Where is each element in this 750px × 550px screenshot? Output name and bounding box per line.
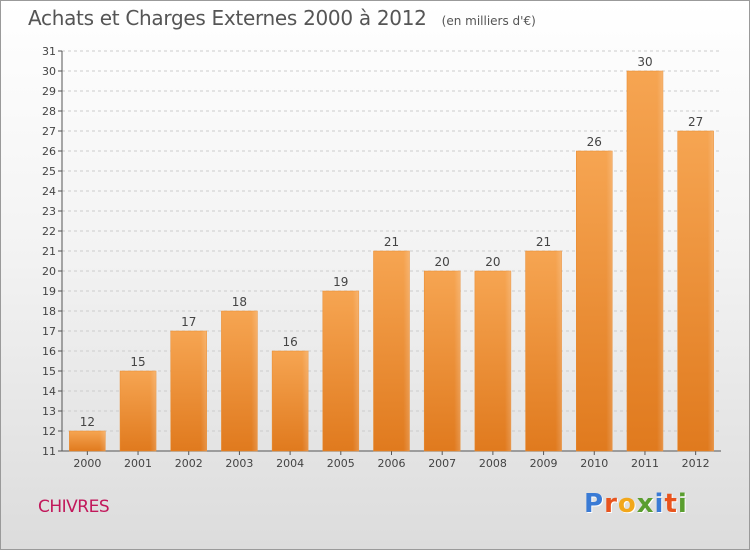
y-tick-label: 17 xyxy=(42,325,56,338)
bar-highlight xyxy=(403,251,410,451)
y-tick-label: 30 xyxy=(42,65,56,78)
bar-highlight xyxy=(454,271,461,451)
data-label: 21 xyxy=(536,235,551,249)
x-tick-label: 2005 xyxy=(327,457,355,470)
x-tick-label: 2008 xyxy=(479,457,507,470)
chart-header: Achats et Charges Externes 2000 à 2012 (… xyxy=(28,6,536,30)
data-label: 15 xyxy=(130,355,145,369)
chart-subtitle: (en milliers d'€) xyxy=(441,14,536,28)
y-tick-label: 14 xyxy=(42,385,56,398)
y-tick-label: 29 xyxy=(42,85,56,98)
data-label: 18 xyxy=(232,295,247,309)
x-tick-label: 2007 xyxy=(428,457,456,470)
city-name: CHIVRES xyxy=(38,497,110,517)
data-label: 19 xyxy=(333,275,348,289)
y-tick-label: 19 xyxy=(42,285,56,298)
data-label: 12 xyxy=(80,415,95,429)
bar-highlight xyxy=(707,131,714,451)
y-tick-label: 12 xyxy=(42,425,56,438)
data-label: 16 xyxy=(282,335,297,349)
y-tick-label: 23 xyxy=(42,205,56,218)
labels: 11 12 13 14 15 16 17 18 19 20 21 22 23 24 25 26 27 28 29 30… xyxy=(42,45,710,470)
y-tick-label: 24 xyxy=(42,185,56,198)
y-tick-label: 11 xyxy=(42,445,56,458)
y-tick-label: 13 xyxy=(42,405,56,418)
x-tick-label: 2009 xyxy=(530,457,558,470)
y-tick-label: 27 xyxy=(42,125,56,138)
bar-highlight xyxy=(352,291,359,451)
x-tick-label: 2012 xyxy=(682,457,710,470)
logo-letter: i xyxy=(654,489,665,519)
logo-letter: P xyxy=(584,489,605,519)
bar-highlight xyxy=(555,251,562,451)
data-label: 17 xyxy=(181,315,196,329)
data-label: 20 xyxy=(485,255,500,269)
logo-letter: i xyxy=(677,489,688,519)
y-tick-label: 21 xyxy=(42,245,56,258)
x-tick-label: 2002 xyxy=(175,457,203,470)
y-tick-label: 18 xyxy=(42,305,56,318)
x-tick-label: 2001 xyxy=(124,457,152,470)
data-label: 20 xyxy=(435,255,450,269)
y-tick-label: 20 xyxy=(42,265,56,278)
x-tick-label: 2011 xyxy=(631,457,659,470)
logo-letter: x xyxy=(636,489,655,519)
x-tick-label: 2000 xyxy=(73,457,101,470)
y-tick-label: 15 xyxy=(42,365,56,378)
x-tick-label: 2003 xyxy=(225,457,253,470)
bar xyxy=(119,370,157,452)
logo-letter: t xyxy=(664,489,678,519)
y-tick-label: 16 xyxy=(42,345,56,358)
bar-highlight xyxy=(99,431,106,451)
bar-highlight xyxy=(302,351,309,451)
bar-highlight xyxy=(150,371,157,451)
logo-letter: r xyxy=(604,489,618,519)
y-tick-label: 31 xyxy=(42,45,56,58)
bar-highlight xyxy=(251,311,258,451)
x-tick-label: 2004 xyxy=(276,457,304,470)
bar-highlight xyxy=(504,271,511,451)
bar-highlight xyxy=(656,71,663,451)
x-tick-label: 2010 xyxy=(580,457,608,470)
y-tick-label: 28 xyxy=(42,105,56,118)
y-tick-label: 25 xyxy=(42,165,56,178)
chart-title: Achats et Charges Externes 2000 à 2012 xyxy=(28,6,427,30)
data-label: 21 xyxy=(384,235,399,249)
data-label: 30 xyxy=(637,55,652,69)
y-tick-label: 26 xyxy=(42,145,56,158)
x-tick-label: 2006 xyxy=(378,457,406,470)
bar-highlight xyxy=(606,151,613,451)
proxiti-logo[interactable]: Proxiti xyxy=(584,489,688,519)
bar-highlight xyxy=(200,331,207,451)
data-label: 26 xyxy=(587,135,602,149)
y-tick-label: 22 xyxy=(42,225,56,238)
logo-letter: o xyxy=(617,489,637,519)
bars xyxy=(69,70,714,452)
data-label: 27 xyxy=(688,115,703,129)
